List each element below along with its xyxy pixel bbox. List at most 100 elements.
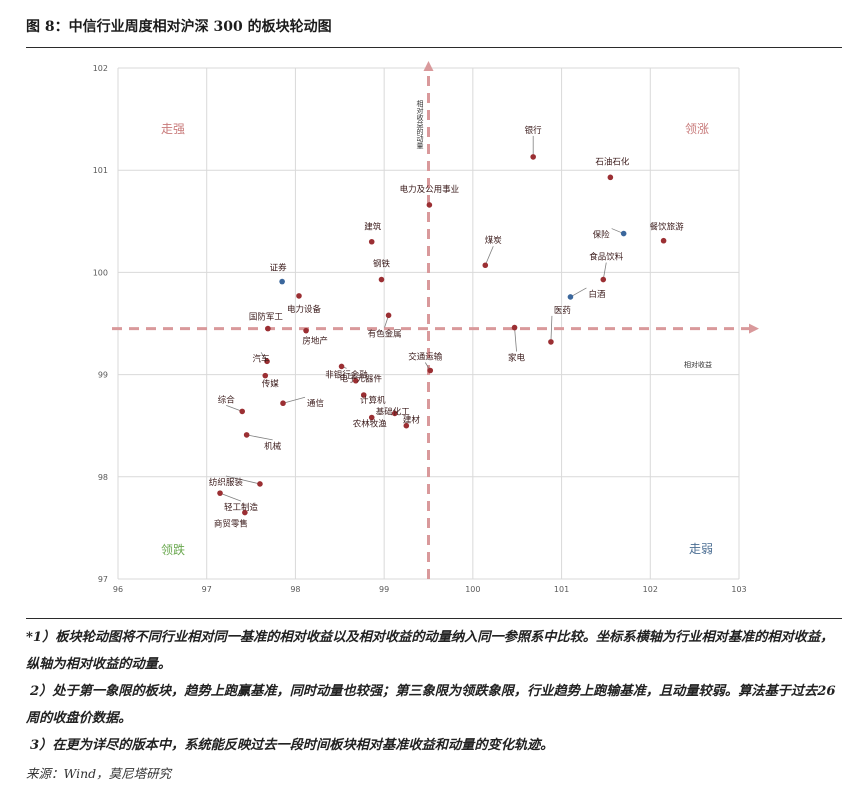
data-point — [360, 392, 367, 398]
data-point — [511, 324, 518, 331]
leader-line — [570, 287, 587, 298]
x-tick-label: 102 — [643, 585, 658, 594]
data-point — [567, 294, 574, 300]
data-point — [280, 400, 286, 407]
x-axis-caption: 相对收益 — [684, 360, 712, 369]
data-point — [620, 230, 627, 237]
leader-line — [602, 262, 607, 280]
leader-line — [246, 434, 273, 441]
data-point — [265, 325, 271, 332]
leader-line — [282, 396, 306, 404]
data-point — [600, 276, 607, 283]
y-tick-label: 101 — [93, 166, 108, 175]
data-point — [303, 327, 309, 334]
point-label: 计算机 — [360, 395, 386, 406]
point-label: 交通运输 — [408, 352, 443, 363]
axis-ticks: 96 97 98 99 100 101 102 103 97 98 99 100 101 102 — [93, 64, 747, 594]
quadrant-label-bottom-right: 走弱 — [689, 542, 713, 556]
y-tick-label: 97 — [98, 575, 108, 584]
point-label: 银行 — [525, 125, 543, 136]
point-label: 家电 — [508, 353, 526, 364]
data-point — [368, 414, 375, 421]
point-label: 电子元器件 — [339, 374, 382, 385]
source-line: 来源：Wind，莫尼塔研究 — [26, 766, 172, 781]
point-label: 建材 — [403, 415, 421, 426]
point-label: 汽车 — [253, 353, 270, 364]
x-tick-label: 101 — [554, 585, 569, 594]
y-axis-caption: 相对收益的动量 — [416, 99, 424, 149]
point-label: 农林牧渔 — [353, 419, 388, 430]
x-tick-label: 97 — [202, 585, 212, 594]
y-tick-label: 99 — [98, 371, 108, 380]
point-label: 石油石化 — [595, 156, 630, 167]
point-label: 商贸零售 — [214, 519, 248, 530]
data-point — [385, 312, 392, 319]
title-divider — [26, 47, 842, 48]
x-tick-label: 103 — [731, 585, 746, 594]
point-label: 轻工制造 — [224, 502, 259, 513]
leader-line — [484, 246, 494, 266]
data-point — [391, 410, 398, 417]
data-point — [660, 237, 667, 244]
point-label: 白酒 — [588, 289, 606, 300]
figure-title: 图 8：中信行业周度相对沪深 300 的板块轮动图 — [26, 19, 332, 35]
data-point — [217, 490, 223, 496]
quadrant-label-top-right: 领涨 — [685, 121, 709, 136]
data-point — [264, 358, 270, 365]
leader-line — [226, 405, 243, 412]
point-label: 综合 — [218, 394, 236, 405]
point-label: 建筑 — [364, 222, 382, 233]
note-3: 3）在更为详尽的版本中，系统能反映过去一段时间板块相对基准收益和动量的变化轨迹。 — [30, 738, 554, 753]
quadrant-label-top-left: 走强 — [161, 122, 185, 136]
point-label: 电力及公用事业 — [400, 184, 460, 195]
data-point — [279, 278, 285, 285]
point-label: 证券 — [270, 263, 288, 274]
note-2: 2）处于第一象限的板块，趋势上跑赢基准，同时动量也较强；第三象限为领跌象限，行业… — [26, 684, 836, 726]
point-label: 国防军工 — [249, 312, 284, 323]
x-tick-label: 99 — [379, 585, 389, 594]
point-label: 机械 — [264, 441, 282, 452]
point-label: 电力设备 — [287, 304, 322, 315]
point-label: 纺织服装 — [209, 477, 244, 488]
notes-divider — [26, 618, 842, 619]
point-label: 食品饮料 — [589, 252, 624, 263]
rotation-scatter-chart: 96 97 98 99 100 101 102 103 97 98 99 100 101 102 走强 领涨… — [93, 61, 759, 594]
x-tick-label: 100 — [465, 585, 480, 594]
data-point — [338, 363, 345, 370]
data-point — [378, 276, 385, 283]
leader-line — [225, 475, 261, 485]
point-label: 钢铁 — [373, 259, 391, 270]
data-point — [352, 377, 359, 384]
data-point — [607, 174, 614, 181]
point-label: 保险 — [593, 230, 611, 241]
x-tick-label: 98 — [290, 585, 300, 594]
quadrant-label-bottom-left: 领跌 — [161, 542, 185, 557]
note-1: *1）板块轮动图将不同行业相对同一基准的相对收益以及相对收益的动量纳入同一参照系… — [26, 630, 834, 672]
point-label: 房地产 — [302, 336, 328, 347]
data-point — [368, 238, 375, 245]
data-point — [243, 432, 250, 438]
x-tick-label: 96 — [113, 585, 123, 594]
point-label: 通信 — [307, 398, 325, 409]
data-point — [262, 372, 269, 379]
data-point — [530, 154, 536, 160]
point-label: 基础化工 — [376, 406, 411, 417]
data-point — [242, 509, 248, 516]
data-point — [548, 339, 554, 345]
leader-line — [219, 492, 242, 502]
data-point — [426, 202, 433, 208]
point-label: 有色金属 — [368, 328, 402, 339]
data-point — [427, 367, 434, 374]
point-label: 医药 — [554, 305, 571, 316]
point-label: 非银行金融 — [325, 369, 368, 380]
leader-line — [514, 327, 517, 352]
point-label: 餐饮旅游 — [650, 222, 685, 233]
data-points — [217, 154, 667, 516]
point-label: 传媒 — [262, 379, 280, 390]
y-tick-label: 100 — [93, 268, 108, 277]
data-point — [257, 481, 263, 487]
data-point — [403, 422, 410, 429]
